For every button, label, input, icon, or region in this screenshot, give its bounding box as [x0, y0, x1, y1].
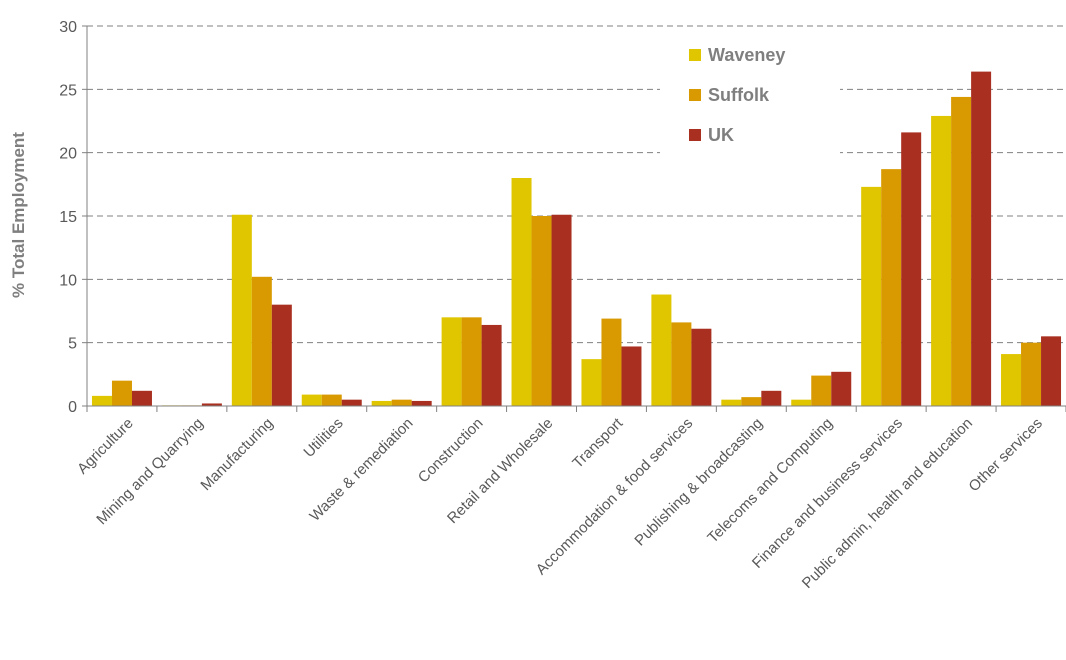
bar-suffolk	[251, 276, 272, 406]
bars	[91, 71, 1062, 406]
bar-uk	[551, 214, 572, 406]
legend-swatch	[689, 49, 701, 61]
legend-swatch	[689, 129, 701, 141]
y-tick-label: 25	[59, 82, 77, 99]
bar-suffolk	[321, 394, 342, 406]
x-tick-label: Finance and business services	[749, 415, 906, 572]
bar-suffolk	[601, 318, 622, 406]
bar-waveney	[1001, 354, 1022, 406]
bar-suffolk	[811, 375, 832, 406]
x-tick-label: Construction	[415, 415, 487, 487]
x-tick-label: Other services	[965, 415, 1045, 495]
bar-suffolk	[671, 322, 692, 406]
y-tick-label: 30	[59, 19, 77, 36]
bar-uk	[131, 390, 152, 406]
bar-uk	[761, 390, 782, 406]
bar-uk	[621, 346, 642, 406]
bar-waveney	[861, 186, 882, 406]
bar-suffolk	[1021, 342, 1042, 406]
y-tick-label: 5	[68, 336, 77, 353]
legend-label: Waveney	[708, 45, 785, 65]
bar-waveney	[91, 395, 112, 406]
bar-uk	[271, 304, 292, 406]
bar-waveney	[371, 400, 392, 406]
bar-waveney	[441, 317, 462, 406]
bar-uk	[341, 399, 362, 406]
x-tick-label: Manufacturing	[197, 415, 276, 494]
x-tick-label: Utilities	[300, 415, 346, 461]
bar-uk	[971, 71, 992, 406]
y-tick-label: 0	[68, 399, 77, 416]
bar-uk	[201, 403, 222, 406]
bar-uk	[831, 371, 852, 406]
bar-suffolk	[461, 317, 482, 406]
y-tick-labels: 0 5 10 15 20 25 30	[59, 19, 77, 416]
y-tick-label: 15	[59, 209, 77, 226]
bar-waveney	[581, 359, 602, 406]
axes	[82, 25, 1066, 412]
bar-suffolk	[391, 399, 412, 406]
y-axis-title: % Total Employment	[9, 132, 28, 298]
bar-waveney	[931, 115, 952, 406]
bar-suffolk	[951, 96, 972, 406]
legend-label: UK	[708, 125, 734, 145]
bar-uk	[691, 328, 712, 406]
legend-swatch	[689, 89, 701, 101]
y-tick-label: 20	[59, 146, 77, 163]
x-tick-label: Publishing & broadcasting	[631, 415, 766, 550]
x-tick-label: Agriculture	[74, 415, 137, 478]
bar-suffolk	[531, 216, 552, 406]
bar-waveney	[511, 178, 532, 406]
legend-label: Suffolk	[708, 85, 770, 105]
y-tick-label: 10	[59, 272, 77, 289]
x-tick-label: Transport	[569, 414, 627, 472]
bar-uk	[411, 400, 432, 406]
x-tick-label: Telecoms and Computing	[704, 415, 836, 547]
bar-suffolk	[111, 380, 132, 406]
bar-waveney	[721, 399, 742, 406]
bar-waveney	[301, 394, 322, 406]
bar-suffolk	[741, 397, 762, 406]
bar-uk	[481, 324, 502, 406]
bar-waveney	[231, 214, 252, 406]
bar-waveney	[791, 399, 812, 406]
bar-waveney	[651, 294, 672, 406]
bar-uk	[1041, 336, 1062, 406]
legend: Waveney Suffolk UK	[660, 40, 840, 158]
bar-suffolk	[881, 169, 902, 406]
bar-uk	[901, 132, 922, 406]
